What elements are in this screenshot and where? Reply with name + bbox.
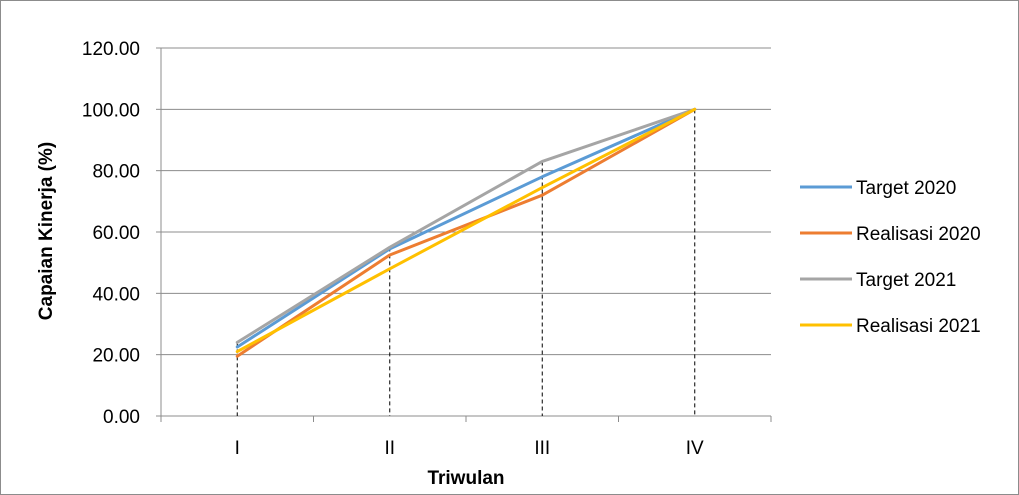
y-tick-label: 120.00 (82, 39, 140, 60)
gridlines (161, 47, 771, 356)
y-tick-labels: 0.00 20.00 40.00 60.00 80.00 100.00 120.00 (82, 39, 140, 428)
series-lines (235, 107, 697, 358)
x-tick-labels: I II III IV (235, 438, 704, 459)
drop-lines (236, 109, 696, 416)
legend: Target 2020 Realisasi 2020 Target 2021 Real… (800, 178, 981, 337)
y-tick-label: 20.00 (92, 346, 140, 367)
y-tick-label: 100.00 (82, 100, 140, 121)
y-tick-label: 0.00 (103, 407, 140, 428)
series-line (235, 107, 697, 354)
y-tick-label: 60.00 (92, 223, 140, 244)
y-axis-title: Capaian Kinerja (%) (36, 142, 57, 320)
y-tick-label: 40.00 (92, 284, 140, 305)
axes (156, 47, 772, 422)
x-axis-title: Triwulan (427, 468, 504, 489)
x-tick-label: I (235, 438, 240, 459)
y-tick-label: 80.00 (92, 162, 140, 183)
x-tick-label: IV (686, 438, 704, 459)
series-line (235, 107, 697, 358)
legend-label: Target 2021 (856, 270, 956, 291)
series-line (235, 107, 697, 349)
series-line (235, 107, 697, 344)
legend-label: Realisasi 2020 (856, 224, 981, 245)
x-tick-label: II (384, 438, 395, 459)
x-tick-label: III (534, 438, 550, 459)
legend-label: Realisasi 2021 (856, 316, 981, 337)
legend-label: Target 2020 (856, 178, 956, 199)
